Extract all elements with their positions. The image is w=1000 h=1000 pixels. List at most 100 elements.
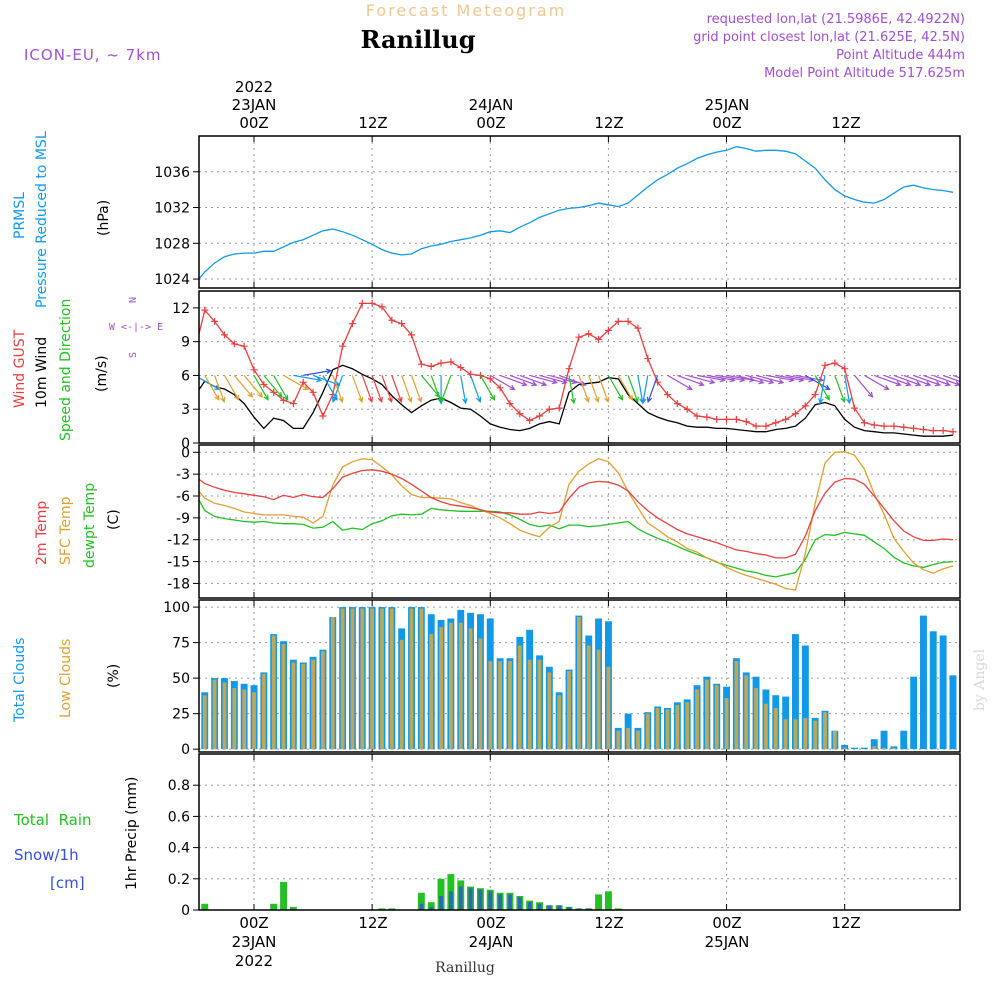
total-cloud-bar	[939, 635, 947, 750]
wind-gust-line-point	[644, 355, 652, 363]
wind-direction-arrow	[204, 375, 220, 401]
2m-temp-line	[199, 469, 954, 559]
wind-gust-line-point	[772, 419, 780, 427]
low-cloud-bar	[458, 622, 463, 750]
precip-panel: 0 0.2 0.4 0.6 0.8	[168, 753, 961, 919]
low-cloud-bar	[636, 730, 640, 750]
low-cloud-bar	[586, 645, 591, 750]
wind-gust-line-point	[673, 400, 681, 408]
low-cloud-bar	[685, 702, 690, 750]
temperature-panel-plot-area	[199, 450, 954, 591]
wind-gust-line-point	[713, 415, 721, 423]
ytick-label: 0	[181, 742, 190, 758]
low-cloud-bar	[399, 639, 404, 750]
wind-direction-arrow	[273, 375, 289, 401]
bottom-year-label: 2022	[235, 952, 273, 970]
ytick-label: -15	[167, 555, 190, 571]
wind-gust-line-point	[299, 378, 307, 386]
wind-gust-line-point	[811, 391, 819, 399]
low-cloud-bar	[882, 747, 886, 750]
ytick-label: 9	[181, 335, 190, 351]
low-cloud-bar	[488, 661, 493, 750]
compass-west-east: W <-|-> E	[109, 322, 163, 333]
wind-direction-arrow	[381, 375, 393, 404]
snow-bar	[439, 896, 443, 910]
low-cloud-bar	[232, 688, 237, 750]
wind-gust-line-point	[408, 331, 416, 339]
low-cloud-bar	[429, 634, 434, 750]
compass-north: N	[128, 297, 139, 303]
wind-direction-arrow	[283, 374, 309, 391]
wind-gust-line-point	[604, 326, 612, 334]
snow-bar	[498, 894, 502, 910]
low-cloud-bar	[311, 659, 315, 750]
ytick-label: 25	[172, 707, 190, 723]
wind-direction-arrow	[223, 375, 240, 401]
wind-direction-arrow	[539, 374, 568, 385]
low-cloud-bar	[252, 692, 256, 750]
low-cloud-bar	[222, 682, 227, 750]
top-tick-label-6: 12Z	[831, 114, 860, 132]
top-day-label-1: 23JAN	[232, 96, 277, 114]
wind-panel-plot-area	[191, 299, 960, 437]
compass-rose: N W <-|-> E S	[109, 297, 163, 358]
low-cloud-bar	[389, 608, 394, 750]
wind-gust-line-point	[191, 347, 198, 354]
low-cloud-bar	[872, 746, 877, 750]
bottom-tick-label-2: 12Z	[358, 914, 387, 932]
wind-direction-arrow	[420, 375, 441, 398]
snow-bar	[577, 908, 581, 910]
wind-gust-line-point	[634, 324, 642, 332]
wind-label-1: Wind GUST	[12, 329, 28, 408]
low-cloud-bar	[439, 627, 443, 750]
ytick-label: 1036	[154, 165, 190, 181]
wind-gust-line-point	[575, 333, 583, 341]
snow-bar	[419, 903, 424, 910]
wind-gust-line-point	[230, 340, 238, 348]
total-cloud-bar	[860, 747, 868, 750]
wind-gust-line-point	[348, 320, 356, 328]
rain-bar	[417, 892, 425, 910]
total-cloud-bar	[920, 615, 927, 750]
rain-bar	[280, 881, 287, 910]
rain-bar	[614, 908, 622, 910]
wind-gust-line-point	[457, 364, 465, 372]
wind-direction-arrow	[746, 374, 775, 385]
wind-gust-line-point	[211, 317, 219, 325]
low-cloud-bar	[754, 688, 758, 750]
top-tick-label-3: 00Z	[476, 114, 505, 132]
wind-gust-line-point	[506, 400, 514, 408]
top-time-axis: 2022 23JAN 24JAN 25JAN 00Z 12Z 00Z 12Z 0…	[232, 78, 861, 132]
wind-gust-line-point	[762, 422, 770, 430]
panel-frame	[198, 444, 961, 599]
wind-direction-arrow	[640, 375, 649, 405]
wind-direction-arrow	[818, 375, 826, 405]
low-cloud-bar	[665, 709, 670, 750]
wind-gust-line-point	[791, 410, 799, 418]
wind-gust-line-point	[437, 359, 445, 367]
wind-direction-arrow	[519, 374, 548, 387]
wind-gust-line-point	[270, 388, 278, 396]
wind-panel: 0 3 6 9 12	[172, 290, 961, 452]
ytick-label: -6	[176, 489, 190, 505]
low-cloud-bar	[527, 659, 532, 750]
total-cloud-bar	[192, 650, 199, 749]
wind-gust-line-point	[782, 415, 790, 423]
snow-bar	[429, 906, 434, 910]
total-cloud-bar	[870, 739, 878, 750]
ytick-label: 1024	[154, 272, 190, 288]
low-cloud-bar	[803, 717, 808, 750]
low-cloud-bar	[577, 617, 581, 750]
ytick-label: 0.2	[168, 872, 190, 888]
wind-gust-line-point	[417, 360, 425, 368]
wind-label-2: 10m Wind	[34, 337, 50, 408]
precip-rain-label: Total Rain	[13, 811, 92, 829]
low-cloud-bar	[409, 608, 414, 750]
ytick-label: 0	[181, 436, 190, 452]
wind-gust-line-point	[368, 299, 376, 307]
low-cloud-bar	[271, 635, 276, 750]
temp-unit: (C)	[106, 509, 122, 530]
rain-bar	[289, 906, 297, 910]
temp-label-3: dewpt Temp	[82, 483, 98, 568]
wind-gust-line-point	[683, 405, 691, 413]
